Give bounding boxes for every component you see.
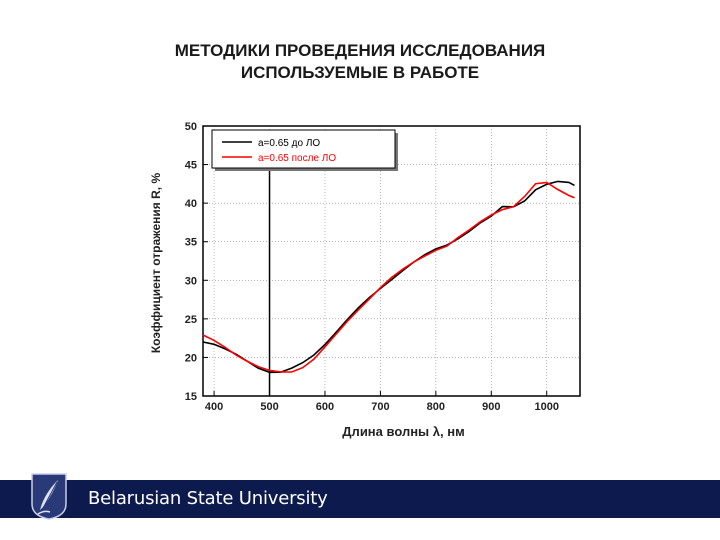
slide-title-line-1: МЕТОДИКИ ПРОВЕДЕНИЯ ИССЛЕДОВАНИЯ [174, 41, 546, 60]
y-axis-label: Коэффициент отражения R, % [149, 173, 163, 354]
x-tick-label: 600 [316, 401, 334, 413]
x-tick-label: 800 [427, 401, 445, 413]
chart-svg: 15 20 25 30 35 40 45 50 400 500 600 700 800 900 1000 a=… [125, 103, 607, 450]
x-tick-label: 1000 [534, 401, 558, 413]
y-tick-label: 25 [185, 314, 197, 326]
y-tick-label: 45 [185, 160, 197, 172]
slide-title-line-2: ИСПОЛЬЗУЕМЫЕ В РАБОТЕ [240, 63, 480, 82]
x-tick-label: 400 [205, 401, 223, 413]
legend-box [211, 129, 396, 169]
footer-bar [0, 480, 720, 518]
y-tick-label: 35 [185, 237, 197, 249]
reflectance-chart: 15 20 25 30 35 40 45 50 400 500 600 700 800 900 1000 a=… [125, 103, 607, 450]
y-tick-label: 15 [185, 391, 197, 403]
legend-label: a=0.65 до ЛО [258, 138, 320, 149]
legend-label: a=0.65 после ЛО [258, 153, 336, 164]
y-tick-label: 50 [185, 121, 197, 133]
university-logo [30, 470, 68, 520]
feather-logo-icon [31, 473, 67, 520]
y-tick-label: 30 [185, 275, 197, 287]
x-tick-label: 700 [371, 401, 389, 413]
series-line-1 [202, 180, 575, 374]
y-tick-label: 20 [185, 352, 197, 364]
x-axis-label: Длина волны λ, нм [342, 424, 464, 439]
x-tick-label: 900 [482, 401, 500, 413]
footer-university-name: Belarusian State University [88, 488, 328, 509]
plot-frame [202, 125, 581, 397]
x-tick-label: 500 [260, 401, 278, 413]
series-line-2 [202, 181, 575, 373]
y-tick-label: 40 [185, 198, 197, 210]
slide-title: МЕТОДИКИ ПРОВЕДЕНИЯ ИССЛЕДОВАНИЯ ИСПОЛЬЗ… [0, 40, 720, 84]
